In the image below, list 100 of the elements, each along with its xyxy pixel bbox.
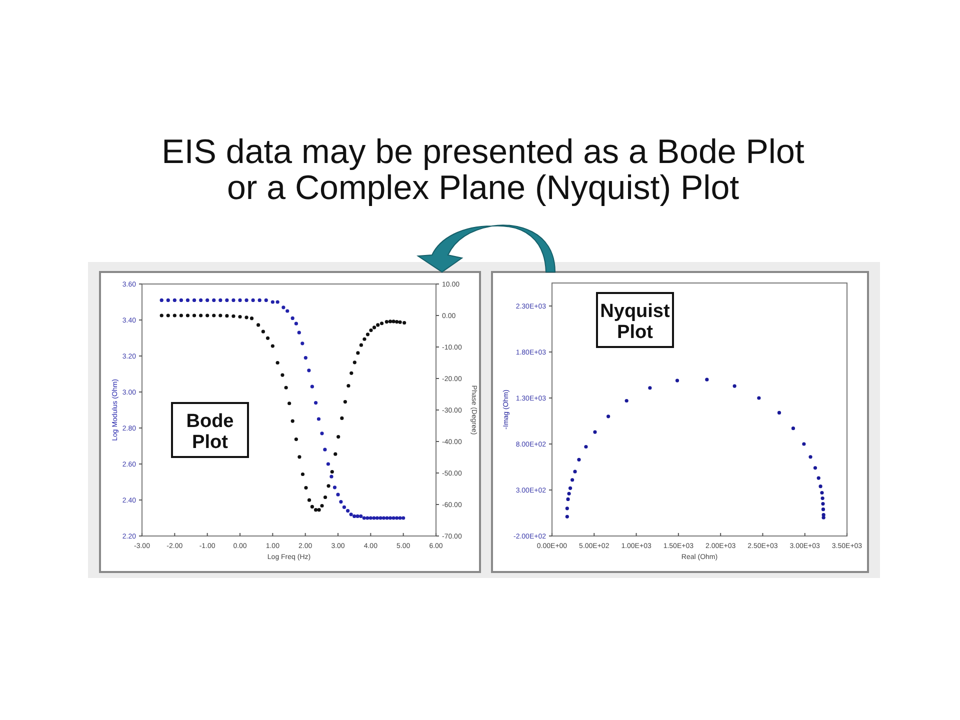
point — [186, 314, 190, 318]
point — [288, 402, 292, 406]
point — [166, 298, 170, 302]
point — [218, 314, 222, 318]
point — [398, 320, 402, 324]
point — [334, 452, 338, 456]
point — [820, 490, 824, 495]
point — [250, 316, 254, 320]
point — [573, 470, 577, 474]
point — [172, 314, 176, 318]
point — [186, 298, 190, 302]
point — [280, 373, 284, 377]
point — [392, 516, 396, 520]
point — [232, 314, 236, 318]
point — [218, 298, 222, 302]
point — [570, 478, 574, 482]
point — [179, 298, 183, 302]
point — [212, 314, 216, 318]
point — [270, 300, 274, 304]
point — [282, 306, 286, 310]
point — [808, 455, 812, 459]
point — [356, 351, 360, 355]
point — [822, 513, 826, 517]
point — [648, 386, 652, 390]
point — [232, 298, 236, 302]
point — [320, 504, 324, 508]
point — [300, 472, 305, 476]
point — [346, 384, 350, 388]
point — [166, 314, 170, 318]
point — [816, 476, 820, 480]
point — [705, 378, 709, 382]
point — [624, 398, 628, 403]
point — [352, 514, 356, 518]
point — [359, 514, 363, 518]
point — [392, 320, 396, 324]
point — [225, 314, 229, 318]
point — [359, 343, 363, 347]
point — [199, 314, 203, 318]
point — [388, 320, 392, 324]
point — [368, 516, 372, 520]
point — [261, 330, 265, 334]
point — [821, 502, 825, 506]
point — [256, 323, 260, 327]
point — [326, 484, 330, 488]
point — [356, 514, 360, 518]
point — [160, 298, 164, 302]
point — [270, 344, 274, 348]
point — [298, 455, 302, 459]
point — [266, 336, 270, 340]
point — [606, 414, 610, 418]
point — [330, 470, 334, 474]
point — [339, 500, 343, 504]
point — [378, 516, 382, 520]
annotation: Bode Plot — [186, 411, 234, 453]
point — [818, 484, 822, 488]
point — [276, 360, 280, 365]
point — [297, 330, 301, 334]
point — [372, 326, 376, 330]
point — [349, 512, 353, 516]
point — [212, 298, 216, 302]
point — [820, 496, 824, 500]
point — [172, 298, 176, 302]
point — [593, 430, 597, 434]
point — [238, 314, 242, 319]
point — [565, 506, 569, 510]
point — [567, 492, 571, 496]
point — [675, 378, 680, 382]
point — [568, 486, 572, 490]
chart-title: EIS data may be presented as a Bode Plot or a Complex Plane (Nyquist) Plot — [162, 133, 805, 207]
point — [304, 356, 308, 360]
point — [300, 342, 304, 346]
annotation: Nyquist Plot — [600, 301, 670, 343]
point — [732, 384, 736, 388]
point — [244, 298, 248, 302]
point — [316, 417, 321, 421]
point — [385, 516, 389, 520]
point — [372, 516, 376, 520]
point — [350, 371, 354, 375]
point — [307, 368, 311, 372]
point — [276, 300, 280, 304]
point — [317, 508, 321, 512]
point — [388, 516, 392, 520]
point — [307, 498, 312, 502]
point — [192, 298, 196, 302]
point — [802, 442, 806, 446]
point — [160, 314, 164, 318]
point — [332, 486, 337, 490]
point — [375, 516, 379, 520]
point — [294, 322, 298, 326]
point — [398, 516, 402, 520]
point — [340, 416, 344, 420]
point — [336, 492, 340, 496]
point — [225, 298, 229, 302]
point — [206, 298, 210, 302]
point — [343, 400, 347, 404]
point — [336, 434, 340, 439]
point — [342, 505, 346, 509]
point — [264, 298, 268, 302]
point — [822, 516, 826, 520]
point — [346, 509, 350, 513]
